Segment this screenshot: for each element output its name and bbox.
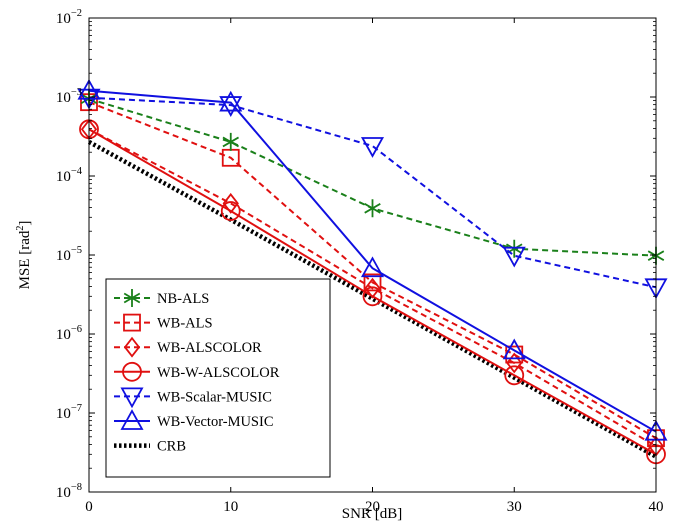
y-tick-exp: −8 (71, 482, 82, 493)
y-axis-title-close: ] (17, 221, 33, 226)
series-wb-vector-music (77, 78, 668, 441)
legend-marker (123, 289, 141, 307)
y-tick-base: 10 (56, 90, 71, 106)
series-crb (87, 139, 658, 459)
x-tick-label: 0 (85, 499, 93, 515)
legend-marker (120, 387, 144, 409)
data-point (219, 90, 243, 112)
y-tick-label: 10−4 (56, 166, 83, 185)
x-tick-label: 10 (223, 499, 238, 515)
y-tick-base: 10 (56, 406, 71, 422)
data-point (363, 273, 382, 292)
legend-entry: WB-ALS (114, 313, 213, 332)
y-tick-base: 10 (56, 327, 71, 343)
x-tick-label: 30 (507, 499, 522, 515)
legend-label: WB-W-ALSCOLOR (157, 365, 280, 381)
x-axis-title: SNR [dB] (342, 506, 402, 522)
data-point (220, 201, 241, 221)
y-tick-label: 10−7 (56, 403, 82, 422)
y-axis-title-sup: 2 (15, 226, 26, 231)
legend-label: WB-Scalar-MUSIC (157, 389, 272, 405)
y-tick-exp: −7 (71, 403, 82, 414)
data-point (502, 338, 526, 360)
legend-entry: CRB (114, 439, 186, 455)
legend-label: WB-ALSCOLOR (157, 340, 262, 356)
y-tick-exp: −2 (71, 8, 82, 19)
data-point (222, 192, 239, 214)
legend-label: NB-ALS (157, 291, 209, 307)
data-point (504, 365, 525, 386)
y-axis-title: MSE [rad2] (15, 221, 33, 290)
legend-marker (123, 336, 141, 358)
series-line (88, 89, 657, 433)
y-tick-label: 10−6 (56, 324, 82, 343)
series-line (88, 96, 657, 289)
series-line (88, 128, 657, 448)
data-point (360, 137, 385, 158)
legend-entry: WB-Scalar-MUSIC (114, 387, 272, 409)
x-tick-label: 40 (649, 499, 664, 515)
y-tick-base: 10 (56, 11, 71, 27)
legend: NB-ALS WB-ALS WB-ALSCOLOR WB-W-ALSCOLOR WB-S… (105, 278, 331, 478)
data-point (364, 199, 381, 218)
data-point (360, 256, 385, 278)
legend-marker (120, 409, 144, 430)
y-tick-label: 10−5 (56, 245, 82, 264)
y-tick-label: 10−3 (56, 87, 82, 106)
y-tick-label: 10−2 (56, 8, 82, 27)
legend-box (105, 278, 331, 478)
y-tick-exp: −5 (71, 245, 82, 256)
data-point (502, 246, 526, 268)
legend-label: CRB (157, 439, 186, 455)
legend-entry: WB-ALSCOLOR (114, 336, 262, 358)
series-line (87, 139, 658, 459)
legend-marker (122, 361, 142, 382)
y-tick-label: 10−8 (56, 482, 82, 501)
x-tick-label: 20 (365, 499, 380, 515)
series-line (88, 101, 657, 440)
data-point (219, 96, 243, 117)
legend-entry: WB-W-ALSCOLOR (114, 361, 280, 382)
y-tick-base: 10 (56, 248, 71, 264)
legend-label: WB-ALS (157, 316, 213, 332)
y-tick-exp: −6 (71, 324, 82, 335)
legend-marker (123, 313, 141, 332)
data-point (506, 352, 523, 374)
data-point (364, 277, 381, 299)
series-wb-scalar-music (77, 88, 668, 300)
y-tick-base: 10 (56, 485, 71, 501)
legend-entry: WB-Vector-MUSIC (114, 409, 274, 430)
y-tick-base: 10 (56, 169, 71, 185)
series-layer (77, 78, 668, 465)
data-point (222, 132, 239, 151)
legend-entry: NB-ALS (114, 289, 209, 307)
y-tick-exp: −4 (71, 166, 83, 177)
y-tick-exp: −3 (71, 87, 82, 98)
legend-label: WB-Vector-MUSIC (157, 414, 274, 430)
series-nb-als (80, 89, 665, 265)
y-axis-title-base: MSE [rad (17, 230, 33, 289)
